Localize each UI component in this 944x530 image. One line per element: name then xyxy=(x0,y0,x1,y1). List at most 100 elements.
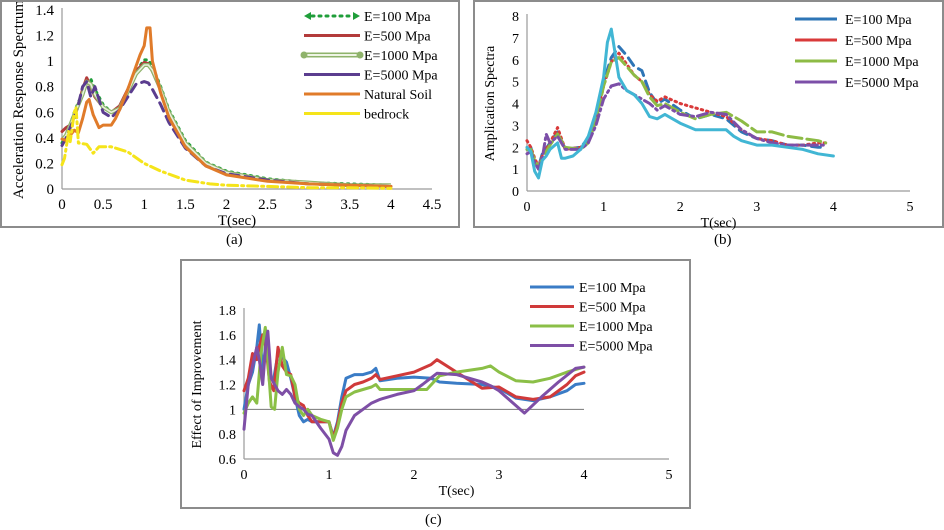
y-tick-label: 1.8 xyxy=(219,304,237,319)
series-bedrock xyxy=(60,105,393,190)
legend-item: E=5000 Mpa xyxy=(304,69,438,84)
x-tick-label: 2.5 xyxy=(258,197,277,213)
y-tick-label: 1.6 xyxy=(219,329,237,344)
legend-arrow-right xyxy=(353,12,360,20)
series-line xyxy=(242,325,586,442)
y-tick-label: 4 xyxy=(512,98,519,113)
y-tick-label: 7 xyxy=(512,32,519,47)
caption-c: (c) xyxy=(425,512,442,528)
legend-item: E=1000 Mpa xyxy=(795,55,919,70)
y-tick-label: 1.4 xyxy=(219,354,237,369)
legend-label: E=100 Mpa xyxy=(579,281,646,296)
x-tick-label: 3 xyxy=(753,200,760,215)
chart-a-svg: 0 0.2 0.4 0.6 0.8 1 1.2 1.4 0 0.5 1 1.5 2 2.5 3 3.5 4 4.5… xyxy=(11,2,442,229)
series-natural-soil xyxy=(525,27,835,180)
x-tick-label: 4 xyxy=(830,200,837,215)
legend-marker xyxy=(356,51,364,59)
x-tick-label: 2 xyxy=(411,468,418,483)
y-tick-label: 0.6 xyxy=(35,105,54,121)
caption-b: (b) xyxy=(714,232,732,248)
legend-label: E=1000 Mpa xyxy=(845,55,919,70)
y-tick-label: 0.2 xyxy=(35,156,54,172)
legend-item: E=5000 Mpa xyxy=(530,340,653,355)
y-tick-label: 8 xyxy=(512,10,519,25)
x-axis-label: T(sec) xyxy=(701,216,737,230)
x-tick-label: 2 xyxy=(223,197,231,213)
x-tick-label: 0 xyxy=(524,200,531,215)
y-tick-label: 1 xyxy=(229,403,236,418)
legend-label: bedrock xyxy=(364,108,409,123)
legend-label: E=100 Mpa xyxy=(845,13,912,28)
y-axis-label: Amplication Spectra xyxy=(483,45,498,161)
x-tick-label: 4 xyxy=(387,197,395,213)
x-tick-label: 0.5 xyxy=(94,197,113,213)
x-tick-label: 0 xyxy=(58,197,66,213)
legend-marker xyxy=(300,51,308,59)
series-e-1000-mpa xyxy=(242,325,586,442)
y-tick-label: 1 xyxy=(512,163,519,178)
legend-label: E=500 Mpa xyxy=(579,301,646,316)
x-tick-label: 1 xyxy=(326,468,333,483)
y-tick-label: 0 xyxy=(512,185,519,200)
series-natural-soil xyxy=(60,26,393,188)
legend-label: Natural Soil xyxy=(364,88,432,103)
legend-item: E=100 Mpa xyxy=(795,13,912,28)
legend-label: E=500 Mpa xyxy=(845,34,912,49)
legend-item: E=100 Mpa xyxy=(304,10,431,25)
y-tick-label: 1.2 xyxy=(219,379,237,394)
x-tick-label: 3.5 xyxy=(340,197,359,213)
y-tick-label: 3 xyxy=(512,119,519,134)
legend-label: E=500 Mpa xyxy=(364,30,431,45)
series-e-1000-mpa xyxy=(525,56,828,169)
x-tick-label: 1 xyxy=(140,197,148,213)
legend-label: E=5000 Mpa xyxy=(364,69,438,84)
x-tick-label: 1.5 xyxy=(176,197,195,213)
legend-item: Natural Soil xyxy=(304,88,432,103)
series-line xyxy=(525,27,835,180)
x-tick-label: 3 xyxy=(305,197,313,213)
y-tick-label: 1 xyxy=(47,54,55,70)
y-axis-label: Acceleration Response Spectrum xyxy=(11,2,27,199)
y-tick-label: 0.8 xyxy=(35,80,54,96)
y-tick-label: 0.6 xyxy=(219,453,237,468)
legend-label: E=5000 Mpa xyxy=(845,76,919,91)
y-tick-label: 0.8 xyxy=(219,428,237,443)
chart-c-panel: 0.6 0.8 1 1.2 1.4 1.6 1.8 0 1 2 3 4 5 T(sec) Effect of… xyxy=(180,259,691,509)
legend-item: E=100 Mpa xyxy=(530,281,646,296)
chart-b-svg: 0 1 2 3 4 5 6 7 8 0 1 2 3 4 5 T(sec) Amplication Spectra… xyxy=(483,10,919,230)
y-tick-label: 1.4 xyxy=(35,3,54,19)
y-tick-label: 0 xyxy=(47,182,55,198)
x-tick-label: 1 xyxy=(600,200,607,215)
legend-label: E=1000 Mpa xyxy=(579,320,653,335)
x-axis-label: T(sec) xyxy=(218,213,256,229)
x-tick-label: 4.5 xyxy=(423,197,442,213)
legend-label: E=1000 Mpa xyxy=(364,49,438,64)
y-tick-label: 5 xyxy=(512,76,519,91)
series-line xyxy=(60,105,393,190)
chart-c-svg: 0.6 0.8 1 1.2 1.4 1.6 1.8 0 1 2 3 4 5 T(sec) Effect of… xyxy=(190,281,673,499)
x-tick-label: 3 xyxy=(496,468,503,483)
x-tick-label: 5 xyxy=(907,200,914,215)
series-line xyxy=(525,56,828,169)
y-tick-label: 1.2 xyxy=(35,29,54,45)
legend-item: E=500 Mpa xyxy=(304,30,431,45)
legend-item: E=5000 Mpa xyxy=(795,76,919,91)
chart-a-panel: 0 0.2 0.4 0.6 0.8 1 1.2 1.4 0 0.5 1 1.5 2 2.5 3 3.5 4 4.5… xyxy=(0,0,460,229)
y-tick-label: 6 xyxy=(512,54,519,69)
legend-label: E=100 Mpa xyxy=(364,10,431,25)
legend-item: E=500 Mpa xyxy=(530,301,646,316)
y-tick-label: 2 xyxy=(512,141,519,156)
series-line xyxy=(242,329,586,457)
x-tick-label: 0 xyxy=(241,468,248,483)
legend-label: E=5000 Mpa xyxy=(579,340,653,355)
legend-item: bedrock xyxy=(304,108,409,123)
x-tick-label: 5 xyxy=(666,468,673,483)
caption-a: (a) xyxy=(226,232,243,248)
legend-arrow-left xyxy=(304,12,311,20)
x-tick-label: 4 xyxy=(581,468,588,483)
legend-item: E=500 Mpa xyxy=(795,34,912,49)
series-e-5000-mpa xyxy=(242,329,586,457)
chart-b-panel: 0 1 2 3 4 5 6 7 8 0 1 2 3 4 5 T(sec) Amplication Spectra… xyxy=(473,0,944,230)
y-axis-label: Effect of Improvement xyxy=(190,320,205,448)
legend-item: E=1000 Mpa xyxy=(300,49,438,64)
